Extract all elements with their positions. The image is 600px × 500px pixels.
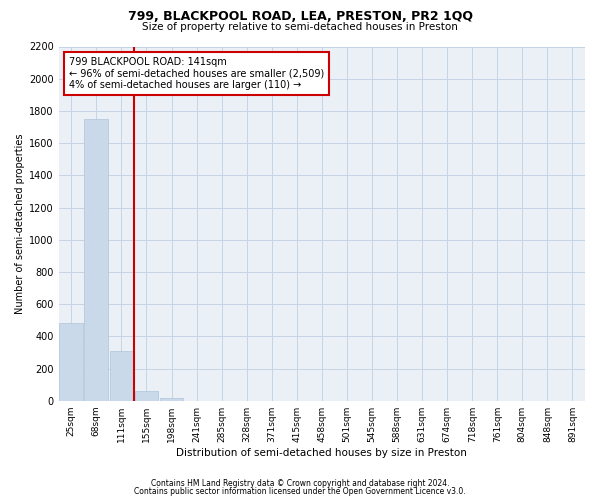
Bar [110,351,133,401]
Text: Size of property relative to semi-detached houses in Preston: Size of property relative to semi-detach… [142,22,458,32]
Y-axis label: Number of semi-detached properties: Number of semi-detached properties [15,134,25,314]
Text: 799, BLACKPOOL ROAD, LEA, PRESTON, PR2 1QQ: 799, BLACKPOOL ROAD, LEA, PRESTON, PR2 1… [128,10,473,23]
Bar [134,391,158,400]
Text: Contains public sector information licensed under the Open Government Licence v3: Contains public sector information licen… [134,487,466,496]
Bar [85,119,108,400]
Text: 799 BLACKPOOL ROAD: 141sqm
← 96% of semi-detached houses are smaller (2,509)
4% : 799 BLACKPOOL ROAD: 141sqm ← 96% of semi… [70,57,325,90]
Bar [160,398,184,400]
Bar [59,324,83,400]
Text: Contains HM Land Registry data © Crown copyright and database right 2024.: Contains HM Land Registry data © Crown c… [151,478,449,488]
X-axis label: Distribution of semi-detached houses by size in Preston: Distribution of semi-detached houses by … [176,448,467,458]
